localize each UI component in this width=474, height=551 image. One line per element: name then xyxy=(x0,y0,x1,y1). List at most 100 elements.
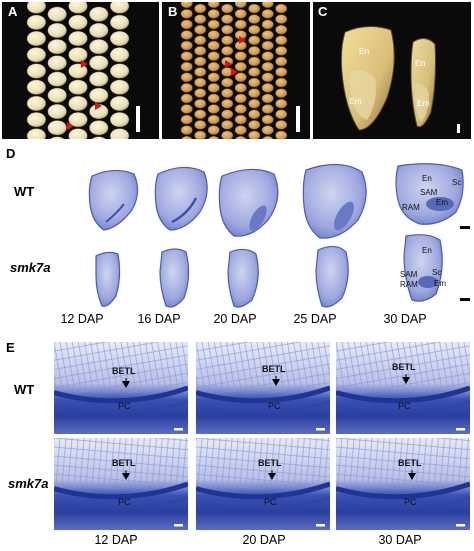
kernel xyxy=(180,19,193,30)
scale-bar xyxy=(457,124,460,133)
kernel xyxy=(207,62,220,72)
micrograph-wt-30dap: BETL PC xyxy=(336,342,470,434)
kernel xyxy=(275,99,288,109)
kernel xyxy=(180,2,193,8)
micrograph-smk7a-20dap: BETL PC xyxy=(196,438,330,530)
kernel xyxy=(68,31,88,47)
kernel xyxy=(89,6,109,22)
micrograph-smk7a-12dap: BETL PC xyxy=(54,438,188,530)
dap-label-25: 25 DAP xyxy=(293,312,337,326)
kernel xyxy=(194,14,207,24)
kernel xyxy=(234,51,247,61)
kernel xyxy=(207,40,220,51)
label-pc: PC xyxy=(398,401,411,412)
label-pc: PC xyxy=(264,497,277,508)
kernel xyxy=(109,31,130,47)
kernel xyxy=(234,19,247,30)
label-pc: PC xyxy=(118,401,131,412)
kernel xyxy=(261,83,274,93)
micrograph-smk7a-30dap: BETL PC xyxy=(336,438,470,530)
kernel xyxy=(89,87,109,103)
kernel xyxy=(248,25,261,35)
kernel xyxy=(180,51,193,61)
label-en-mutant: En xyxy=(415,58,426,68)
kernel xyxy=(207,114,220,125)
kernel xyxy=(221,109,234,119)
row-label-wt: WT xyxy=(14,382,35,397)
kernel xyxy=(221,120,234,130)
label-pc: PC xyxy=(404,497,417,508)
kernel xyxy=(261,104,274,114)
kernel xyxy=(275,130,288,139)
scale-bar xyxy=(456,428,465,431)
kernel xyxy=(47,6,67,22)
kernel xyxy=(234,114,247,125)
kernel xyxy=(207,2,220,8)
label-em-mutant: Em xyxy=(417,98,430,108)
panel-b-photo xyxy=(162,2,310,139)
kernel xyxy=(194,56,207,67)
label-betl: BETL xyxy=(258,458,282,468)
row-label-smk7a: smk7a xyxy=(10,260,51,275)
kernel xyxy=(275,77,288,88)
kernel xyxy=(110,2,130,14)
kernel xyxy=(180,62,193,72)
kernel xyxy=(109,95,130,111)
ear-wt-image xyxy=(26,2,130,139)
kernel xyxy=(109,112,130,128)
kernel xyxy=(248,77,261,88)
kernel xyxy=(248,67,261,77)
label-betl: BETL xyxy=(112,458,136,468)
dap-label-12: 12 DAP xyxy=(60,312,104,326)
kernel xyxy=(89,55,109,71)
kernel xyxy=(109,79,130,95)
kernel xyxy=(89,39,109,55)
row-label-wt: WT xyxy=(14,184,35,199)
kernel xyxy=(248,46,261,56)
kernel xyxy=(261,62,274,72)
red-arrow-marker xyxy=(81,60,88,68)
scale-bar xyxy=(316,524,325,527)
kernel xyxy=(194,109,207,119)
kernel xyxy=(275,35,288,45)
smk7a-section-16dap xyxy=(159,248,190,308)
kernel xyxy=(47,120,67,136)
kernel xyxy=(207,9,220,19)
label-pc: PC xyxy=(268,401,281,412)
kernel xyxy=(68,128,88,139)
kernel xyxy=(26,14,47,30)
kernel xyxy=(180,125,193,135)
kernel xyxy=(234,9,247,19)
kernel xyxy=(180,72,193,82)
kernel xyxy=(47,71,67,87)
kernel xyxy=(109,63,130,79)
kernel xyxy=(91,136,106,139)
panel-c-photo: En Em En Em xyxy=(313,2,471,139)
kernel xyxy=(194,99,207,109)
kernel xyxy=(89,71,109,87)
kernel xyxy=(275,88,288,98)
kernel xyxy=(221,77,234,88)
kernel xyxy=(68,2,88,14)
panel-label-c: C xyxy=(318,4,328,19)
red-arrow-marker xyxy=(239,36,246,44)
kernel xyxy=(194,130,207,139)
kernel xyxy=(181,136,193,139)
kernel xyxy=(248,14,261,24)
kernel xyxy=(194,25,207,35)
red-arrow-marker xyxy=(67,122,74,130)
kernel-sections-image xyxy=(340,26,436,131)
red-arrow-marker xyxy=(225,60,232,68)
arrow-marker xyxy=(122,473,130,480)
kernel xyxy=(26,31,47,47)
kernel xyxy=(68,79,88,95)
panel-a-photo xyxy=(2,2,159,139)
kernel xyxy=(235,136,247,139)
kernel xyxy=(261,114,274,125)
kernel xyxy=(221,88,234,98)
kernel xyxy=(234,125,247,135)
kernel xyxy=(248,3,261,14)
kernel xyxy=(194,77,207,88)
kernel xyxy=(207,72,220,82)
kernel xyxy=(261,2,274,8)
